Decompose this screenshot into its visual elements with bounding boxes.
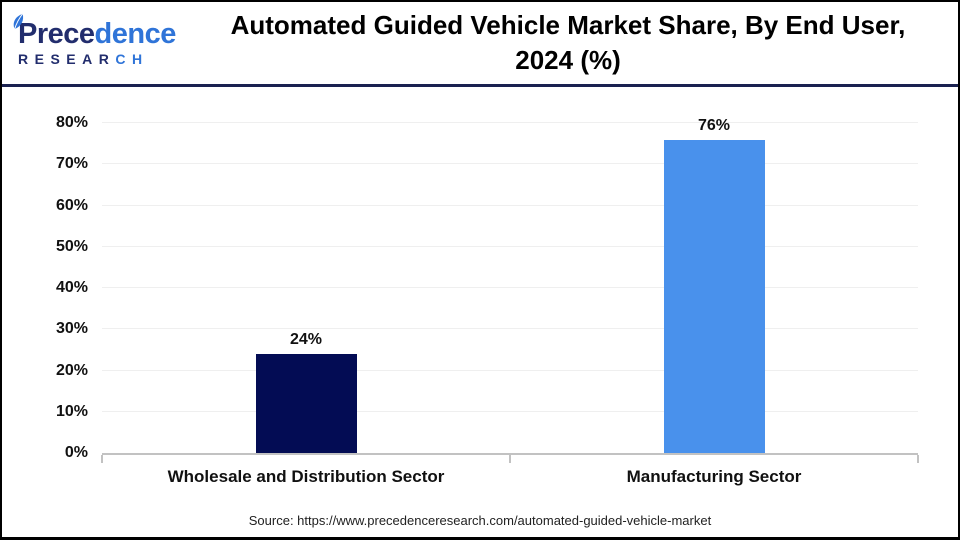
source-text: Source: https://www.precedenceresearch.c… [248,513,712,528]
bar-value-label-manufacturing-sector: 76% [697,116,731,134]
gridline-30% [102,328,918,330]
chart-title-line1: Automated Guided Vehicle Market Share, B… [230,10,906,40]
gridline-70% [102,163,918,165]
bar-value-label-wholesale-and-distribution-sector: 24% [289,331,323,348]
y-axis-tick-label-0%: 0% [64,444,88,461]
gridline-20% [102,369,918,371]
x-axis-labels: Wholesale and Distribution Sector Manufac… [102,467,918,491]
x-axis-tick [101,455,103,463]
category-label-manufacturing-sector: Manufacturing Sector [626,467,802,486]
y-axis-tick-label-70%: 70% [55,155,88,173]
bar-wholesale-and-distribution-sector [255,354,357,453]
logo-initial: P [13,13,37,49]
logo-text-light: dence [94,18,177,50]
header: Precedence RESEARCH Automated Guided Veh… [2,2,958,87]
x-axis-tick [917,455,919,463]
y-axis-tick-label-50%: 50% [55,237,88,255]
y-axis-tick-label-20%: 20% [55,361,88,379]
y-axis: 0% 10% 20% 30% 40% 50% 60% 70% 80% [2,114,88,461]
precedence-research-logo: Precedence RESEARCH [2,13,192,67]
gridline-10% [102,410,918,412]
y-axis-tick-label-60%: 60% [55,196,88,214]
gridline-50% [102,245,918,247]
y-axis-tick-label-40%: 40% [55,279,88,296]
chart-title: Automated Guided Vehicle Market Share, B… [192,8,958,78]
y-axis-tick-label-10%: 10% [55,402,88,420]
logo-text-dark: rece [36,18,95,50]
gridline-80% [102,122,918,123]
logo-wordmark: Precedence [13,13,192,50]
category-label-wholesale-and-distribution-sector: Wholesale and Distribution Sector [167,467,445,486]
y-axis-tick-label-80%: 80% [55,114,88,131]
bar-manufacturing-sector [663,139,765,453]
gridline-60% [102,204,918,206]
leaf-icon [13,13,24,30]
plot-area: 24% 76% [101,117,919,463]
y-axis-tick-label-30%: 30% [55,320,88,338]
footer: Source: https://www.precedenceresearch.c… [2,513,958,528]
logo-subtitle: RESEARCH [18,51,149,67]
chart-title-line2: 2024 (%) [515,45,621,75]
x-axis-tick [509,455,511,463]
gridline-40% [102,287,918,288]
